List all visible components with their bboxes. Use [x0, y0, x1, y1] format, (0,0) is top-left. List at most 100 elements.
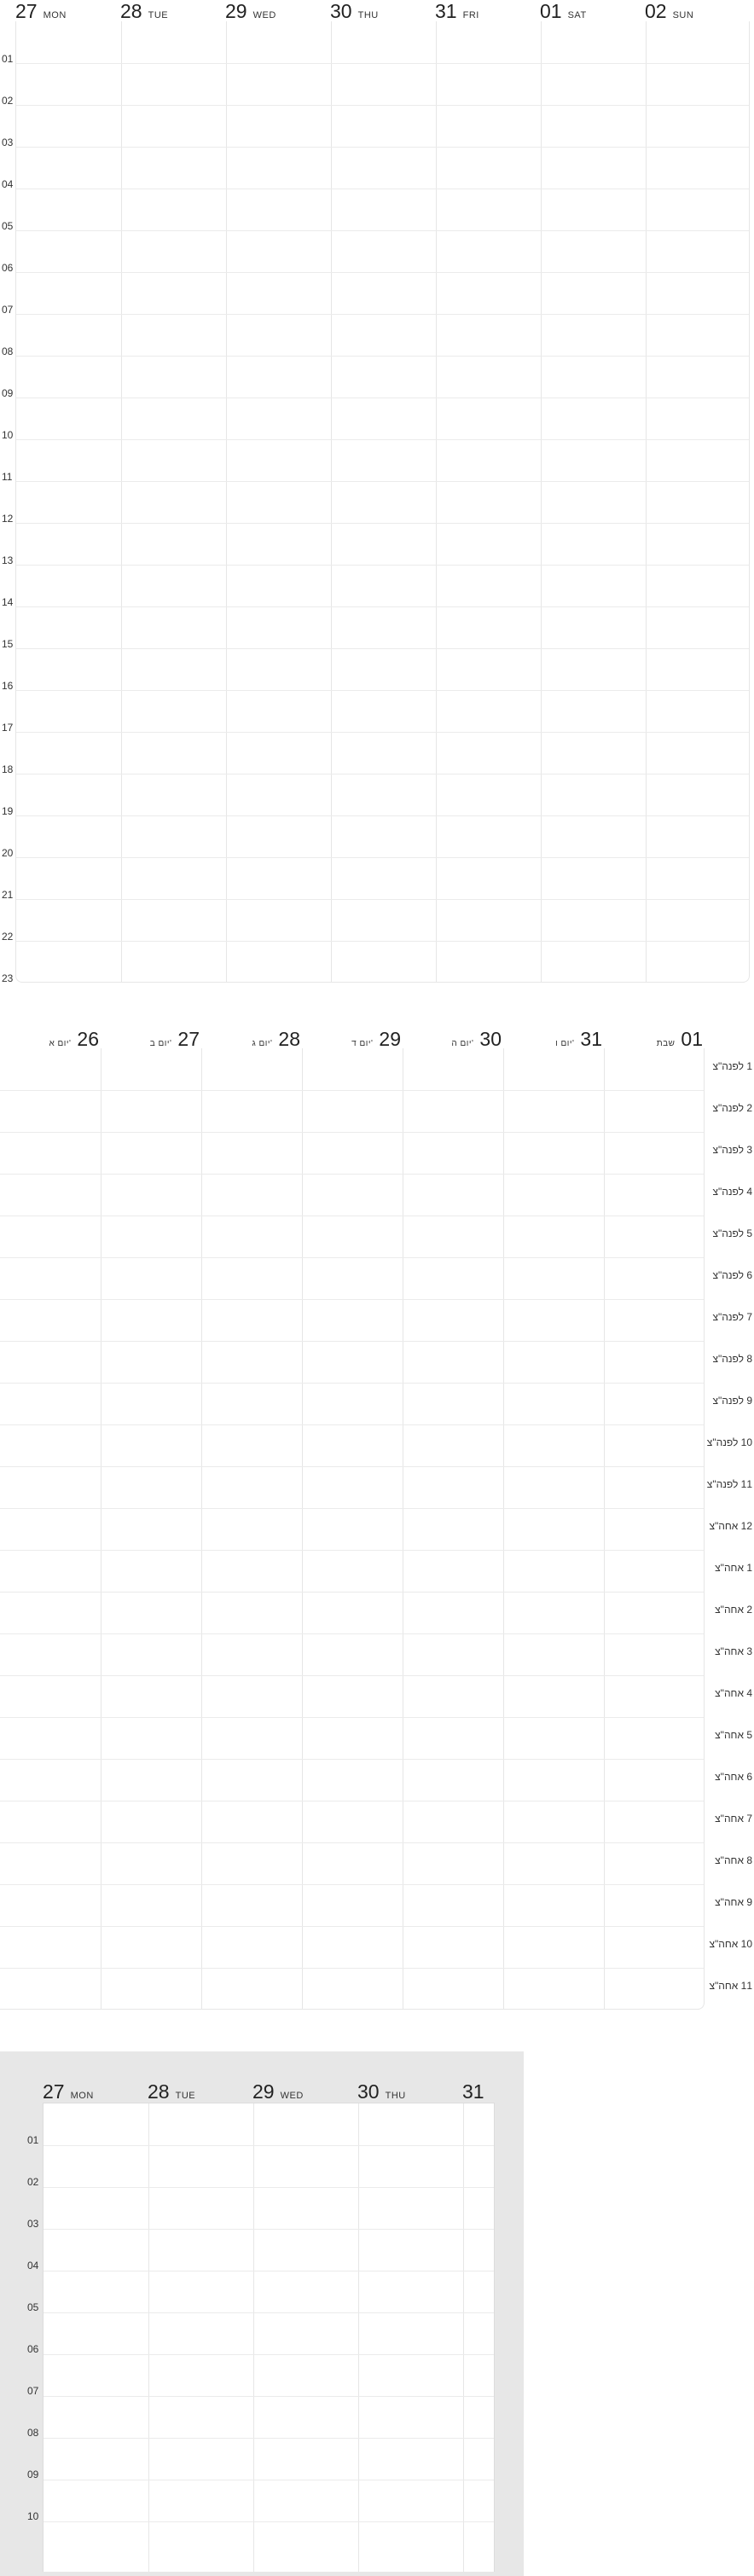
hour-divider [44, 2396, 494, 2397]
day-number: 29 [252, 2080, 275, 2103]
hour-divider [0, 1550, 704, 1551]
hour-divider [0, 1508, 704, 1509]
day-column-divider [101, 1048, 102, 2009]
hour-divider [44, 2145, 494, 2146]
day-number: 29 [225, 0, 247, 22]
day-header[interactable]: יום ו' 31 [555, 1028, 602, 1051]
day-header[interactable]: יום ה' 30 [451, 1028, 502, 1051]
day-name: MON [43, 10, 67, 20]
hour-divider [16, 272, 749, 273]
day-header[interactable]: 30 THU [357, 2080, 406, 2103]
hour-divider [16, 523, 749, 524]
day-name: יום ו' [555, 1039, 575, 1048]
day-header[interactable]: יום א' 26 [49, 1028, 99, 1051]
hour-divider [16, 314, 749, 315]
hour-label: 10 לפנה"צ [706, 1436, 752, 1448]
day-header[interactable]: 01 SAT [540, 0, 587, 23]
day-header[interactable]: 28 TUE [120, 0, 168, 23]
day-column-divider [253, 2103, 254, 2572]
day-number: 27 [177, 1028, 200, 1050]
hour-divider [44, 2187, 494, 2188]
hour-divider [44, 2229, 494, 2230]
hour-divider [0, 1633, 704, 1634]
hour-divider [16, 105, 749, 106]
day-column-divider [463, 2103, 464, 2572]
hour-label: 04 [2, 178, 14, 190]
hour-divider [0, 1257, 704, 1258]
hour-label: 20 [2, 847, 14, 859]
day-header[interactable]: 27 MON [43, 2080, 94, 2103]
hour-divider [0, 1592, 704, 1593]
time-grid[interactable] [0, 1048, 705, 2010]
day-header[interactable]: 30 THU [330, 0, 379, 23]
day-name: יום ב' [149, 1039, 172, 1048]
day-header[interactable]: 28 TUE [148, 2080, 195, 2103]
hour-label: 6 אחה"צ [715, 1771, 752, 1783]
hour-label: 14 [2, 596, 14, 608]
hour-label: 2 לפנה"צ [712, 1102, 752, 1114]
hour-divider [16, 899, 749, 900]
time-grid[interactable] [15, 21, 750, 983]
hour-divider [16, 690, 749, 691]
day-number: 01 [681, 1028, 703, 1050]
day-column-divider [201, 1048, 202, 2009]
day-name: TUE [148, 10, 169, 20]
day-header[interactable]: 27 MON [15, 0, 67, 23]
hour-label: 05 [27, 2301, 39, 2313]
hour-label: 12 [2, 513, 14, 525]
hour-label: 2 אחה"צ [715, 1604, 752, 1616]
day-header[interactable]: יום ג' 28 [252, 1028, 301, 1051]
hour-divider [16, 147, 749, 148]
day-name: יום ד' [351, 1039, 374, 1048]
day-number: 28 [120, 0, 142, 22]
hour-label: 19 [2, 805, 14, 817]
hour-divider [16, 606, 749, 607]
hour-label: 01 [2, 53, 14, 65]
hour-label: 09 [2, 387, 14, 399]
day-header[interactable]: 31 FRI [435, 0, 479, 23]
day-header[interactable]: 29 WED [225, 0, 276, 23]
day-number: 30 [357, 2080, 380, 2103]
day-column-divider [226, 21, 227, 982]
day-number: 26 [77, 1028, 99, 1050]
day-name: FRI [462, 10, 479, 20]
hour-label: 8 לפנה"צ [712, 1353, 752, 1365]
hour-divider [0, 1884, 704, 1885]
hour-label: 07 [27, 2385, 39, 2397]
hour-divider [0, 1675, 704, 1676]
hour-label: 18 [2, 763, 14, 775]
day-header[interactable]: 29 WED [252, 2080, 304, 2103]
hour-divider [16, 774, 749, 775]
hour-label: 08 [27, 2427, 39, 2439]
day-header[interactable]: 02 SUN [645, 0, 693, 23]
hour-divider [0, 1968, 704, 1969]
hour-divider [16, 815, 749, 816]
day-column-divider [121, 21, 122, 982]
hour-label: 02 [27, 2176, 39, 2188]
day-column-divider [302, 1048, 303, 2009]
hour-label: 04 [27, 2260, 39, 2271]
hour-label: 5 אחה"צ [715, 1729, 752, 1741]
time-grid[interactable] [43, 2103, 495, 2572]
hour-divider [16, 941, 749, 942]
hour-label: 7 אחה"צ [715, 1813, 752, 1825]
hour-divider [0, 1424, 704, 1425]
day-name: שבת [656, 1039, 676, 1048]
hour-divider [44, 2312, 494, 2313]
hour-label: 10 אחה"צ [709, 1938, 752, 1950]
hour-divider [16, 230, 749, 231]
day-name: SUN [672, 10, 694, 20]
day-header[interactable]: יום ב' 27 [150, 1028, 200, 1051]
day-header[interactable]: שבת 01 [657, 1028, 703, 1051]
day-number: 30 [330, 0, 352, 22]
hour-divider [16, 356, 749, 357]
hour-divider [0, 1466, 704, 1467]
day-header[interactable]: יום ד' 29 [351, 1028, 401, 1051]
day-column-divider [604, 1048, 605, 2009]
day-header[interactable]: 31 [462, 2080, 490, 2103]
hour-label: 4 לפנה"צ [712, 1186, 752, 1198]
hour-label: 11 [2, 471, 13, 483]
hour-label: 11 לפנה"צ [706, 1478, 752, 1490]
hour-label: 5 לפנה"צ [712, 1227, 752, 1239]
week-view-english: 27 MON 28 TUE 29 WED 30 THU 31 FRI 01 SAT 02 SUN 01 02 0… [0, 0, 754, 1024]
